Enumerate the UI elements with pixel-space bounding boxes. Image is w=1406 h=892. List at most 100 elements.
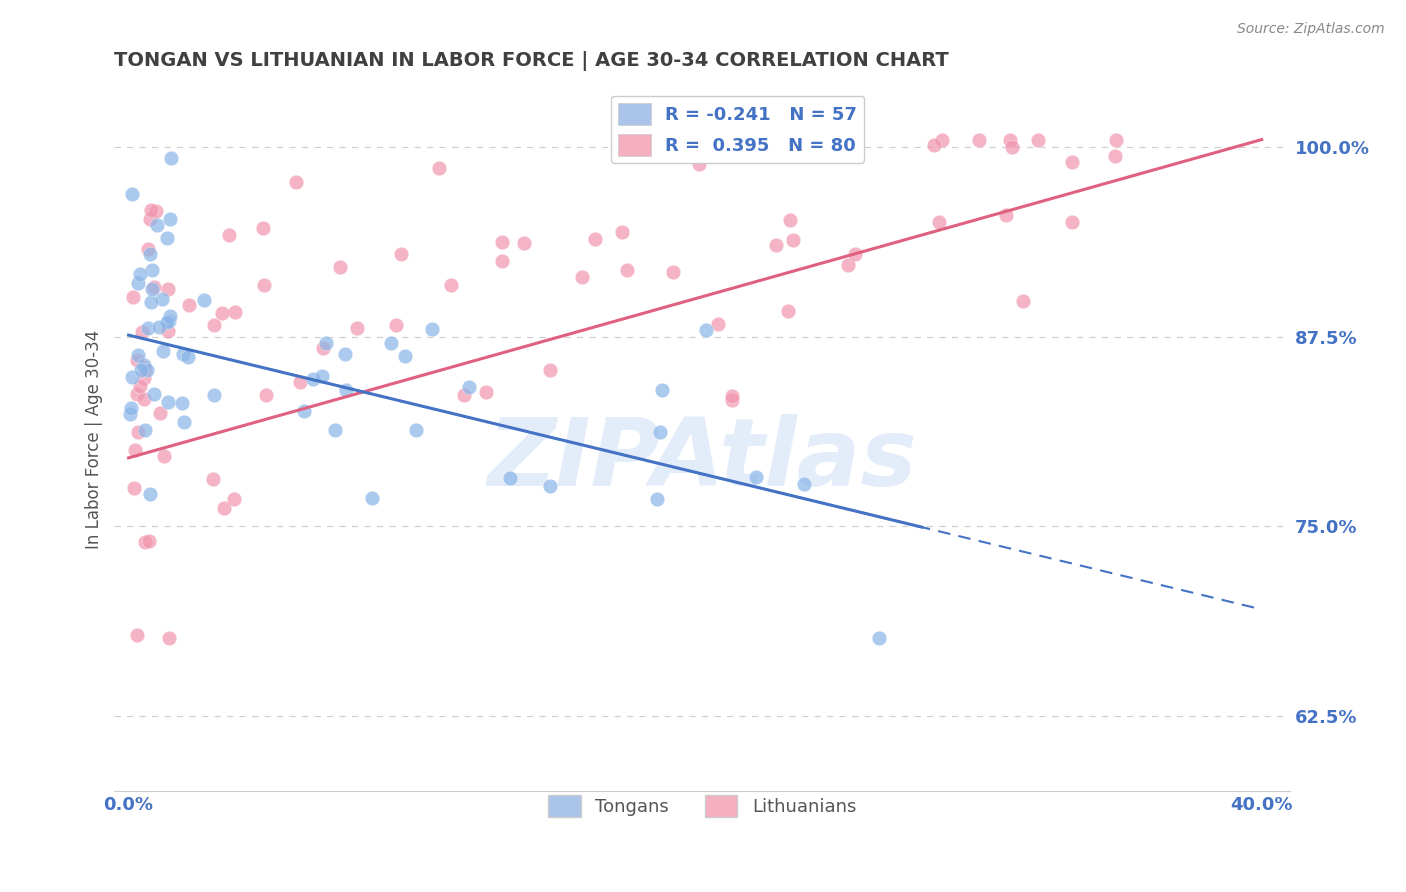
Point — [288, 375, 311, 389]
Point — [170, 396, 193, 410]
Point — [794, 132, 817, 146]
Point — [439, 278, 461, 293]
Point — [142, 279, 165, 293]
Point — [139, 246, 162, 260]
Point — [311, 368, 333, 383]
Point — [143, 387, 166, 401]
Y-axis label: In Labor Force | Age 30-34: In Labor Force | Age 30-34 — [86, 329, 103, 549]
Point — [793, 477, 815, 491]
Point — [491, 253, 513, 268]
Point — [211, 306, 233, 320]
Point — [124, 442, 146, 457]
Point — [745, 470, 768, 484]
Point — [193, 293, 215, 308]
Point — [1012, 293, 1035, 308]
Point — [513, 236, 536, 251]
Point — [141, 282, 163, 296]
Point — [1060, 155, 1083, 169]
Point — [538, 478, 561, 492]
Point — [157, 395, 180, 409]
Point — [538, 363, 561, 377]
Point — [475, 385, 498, 400]
Point — [688, 157, 710, 171]
Point — [782, 234, 804, 248]
Point — [329, 260, 352, 274]
Point — [134, 360, 156, 375]
Point — [136, 242, 159, 256]
Point — [333, 347, 356, 361]
Text: ZIPAtlas: ZIPAtlas — [488, 414, 917, 506]
Point — [1105, 132, 1128, 146]
Point — [121, 187, 143, 202]
Point — [453, 387, 475, 401]
Point — [146, 218, 169, 232]
Point — [148, 319, 170, 334]
Point — [1000, 132, 1022, 146]
Point — [695, 323, 717, 337]
Point — [420, 322, 443, 336]
Point — [157, 631, 180, 645]
Point — [256, 387, 278, 401]
Legend: Tongans, Lithuanians: Tongans, Lithuanians — [541, 789, 863, 824]
Point — [389, 247, 412, 261]
Point — [159, 152, 181, 166]
Point — [928, 215, 950, 229]
Point — [616, 263, 638, 277]
Point — [150, 292, 173, 306]
Point — [651, 384, 673, 398]
Point — [224, 305, 246, 319]
Point — [139, 487, 162, 501]
Point — [624, 132, 647, 146]
Point — [156, 324, 179, 338]
Point — [141, 202, 163, 217]
Point — [776, 303, 799, 318]
Point — [121, 369, 143, 384]
Point — [173, 415, 195, 429]
Point — [131, 325, 153, 339]
Point — [141, 294, 163, 309]
Point — [156, 231, 179, 245]
Point — [385, 318, 408, 333]
Point — [177, 298, 200, 312]
Point — [360, 491, 382, 505]
Point — [1104, 149, 1126, 163]
Point — [177, 350, 200, 364]
Point — [157, 314, 180, 328]
Point — [610, 225, 633, 239]
Point — [312, 341, 335, 355]
Point — [134, 423, 156, 437]
Point — [499, 471, 522, 485]
Point — [132, 358, 155, 372]
Point — [837, 259, 859, 273]
Point — [571, 269, 593, 284]
Point — [645, 492, 668, 507]
Point — [139, 212, 162, 227]
Point — [129, 379, 152, 393]
Point — [136, 321, 159, 335]
Point — [662, 264, 685, 278]
Point — [132, 371, 155, 385]
Point — [122, 481, 145, 495]
Text: Source: ZipAtlas.com: Source: ZipAtlas.com — [1237, 22, 1385, 37]
Point — [127, 353, 149, 368]
Point — [648, 425, 671, 439]
Point — [1001, 140, 1024, 154]
Point — [315, 336, 337, 351]
Point — [201, 472, 224, 486]
Point — [922, 137, 945, 152]
Point — [931, 132, 953, 146]
Point — [844, 247, 866, 261]
Point — [868, 631, 890, 645]
Point — [994, 208, 1017, 222]
Point — [779, 213, 801, 227]
Point — [122, 290, 145, 304]
Point — [252, 220, 274, 235]
Point — [141, 262, 163, 277]
Point — [172, 347, 194, 361]
Point — [969, 132, 991, 146]
Point — [120, 401, 142, 415]
Point — [1026, 132, 1049, 146]
Point — [129, 363, 152, 377]
Point — [285, 175, 308, 189]
Point — [380, 336, 402, 351]
